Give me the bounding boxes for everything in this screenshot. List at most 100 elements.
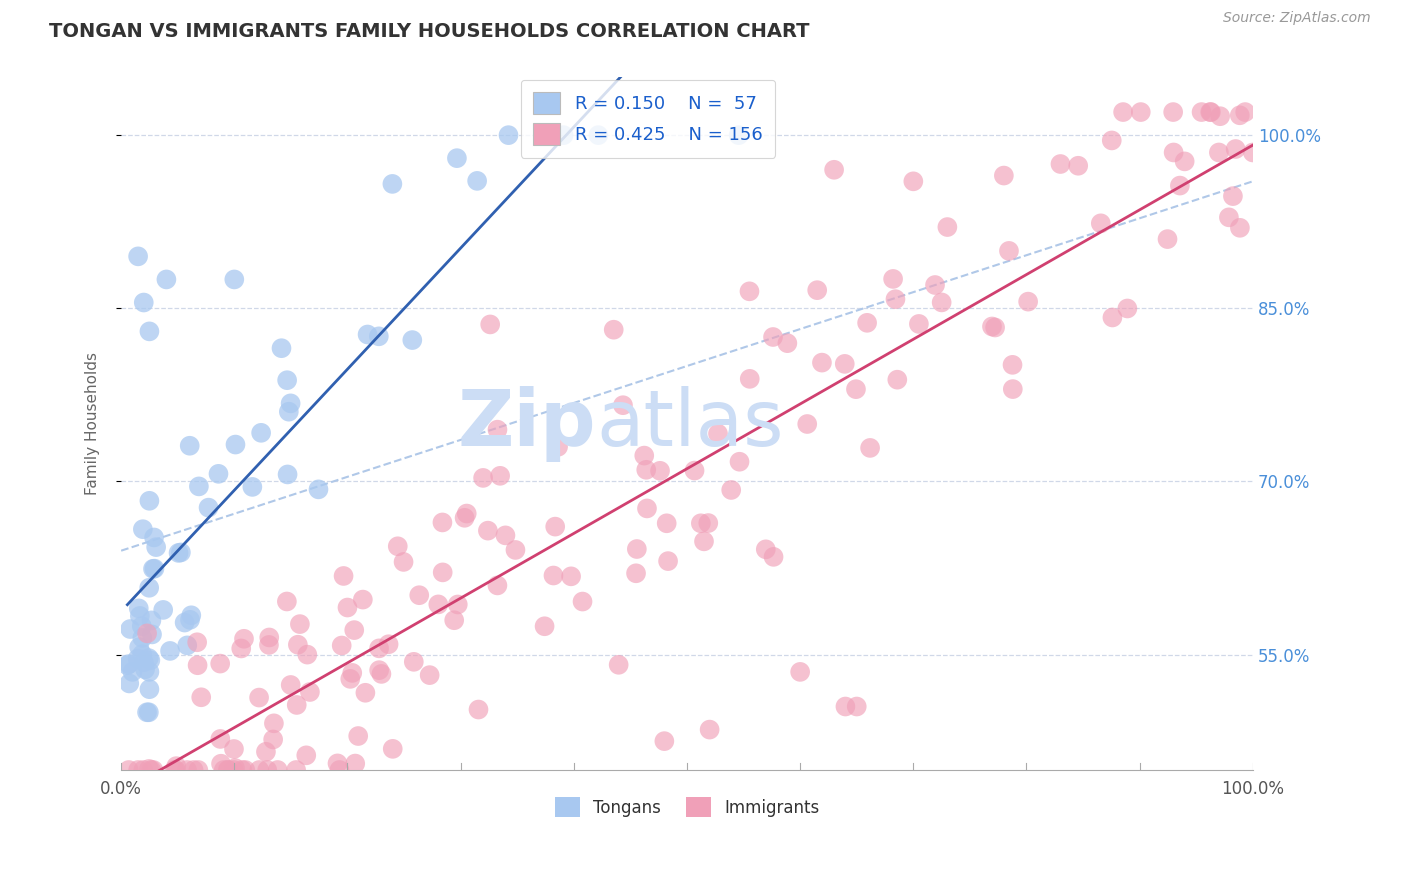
- Point: [728, 455, 751, 469]
- Point: [636, 463, 658, 477]
- Point: [1174, 154, 1197, 169]
- Point: [834, 699, 856, 714]
- Point: [263, 716, 285, 731]
- Point: [128, 601, 150, 615]
- Point: [326, 756, 349, 771]
- Point: [132, 763, 155, 777]
- Point: [1208, 145, 1230, 160]
- Point: [138, 665, 160, 679]
- Point: [328, 763, 350, 777]
- Point: [131, 647, 153, 661]
- Point: [720, 483, 742, 497]
- Point: [370, 667, 392, 681]
- Point: [209, 731, 232, 746]
- Point: [197, 500, 219, 515]
- Point: [886, 373, 908, 387]
- Point: [402, 655, 425, 669]
- Point: [1191, 105, 1213, 120]
- Point: [762, 549, 785, 564]
- Point: [657, 554, 679, 568]
- Point: [139, 653, 162, 667]
- Point: [176, 639, 198, 653]
- Point: [176, 763, 198, 777]
- Point: [1090, 216, 1112, 230]
- Point: [170, 545, 193, 559]
- Point: [626, 541, 648, 556]
- Point: [224, 272, 246, 286]
- Point: [453, 510, 475, 524]
- Point: [167, 546, 190, 560]
- Point: [138, 762, 160, 776]
- Point: [187, 479, 209, 493]
- Point: [1218, 211, 1240, 225]
- Point: [856, 316, 879, 330]
- Point: [276, 594, 298, 608]
- Point: [179, 613, 201, 627]
- Point: [543, 568, 565, 582]
- Point: [132, 655, 155, 669]
- Point: [655, 516, 678, 531]
- Point: [254, 745, 277, 759]
- Point: [789, 665, 811, 679]
- Point: [602, 323, 624, 337]
- Point: [138, 324, 160, 338]
- Point: [931, 295, 953, 310]
- Point: [209, 657, 232, 671]
- Point: [1067, 159, 1090, 173]
- Point: [845, 382, 868, 396]
- Point: [1101, 133, 1123, 147]
- Point: [347, 729, 370, 743]
- Point: [127, 763, 149, 777]
- Point: [1168, 178, 1191, 193]
- Point: [1156, 232, 1178, 246]
- Point: [633, 449, 655, 463]
- Text: atlas: atlas: [596, 385, 785, 462]
- Point: [1222, 189, 1244, 203]
- Point: [408, 588, 430, 602]
- Point: [571, 594, 593, 608]
- Point: [381, 742, 404, 756]
- Point: [141, 763, 163, 777]
- Point: [128, 640, 150, 655]
- Point: [339, 672, 361, 686]
- Point: [138, 651, 160, 665]
- Point: [128, 608, 150, 623]
- Point: [588, 128, 610, 143]
- Point: [505, 543, 527, 558]
- Point: [138, 493, 160, 508]
- Point: [984, 320, 1007, 334]
- Point: [981, 319, 1004, 334]
- Point: [222, 742, 245, 756]
- Point: [155, 272, 177, 286]
- Point: [256, 763, 278, 777]
- Point: [240, 480, 263, 494]
- Point: [217, 763, 239, 777]
- Point: [118, 763, 141, 777]
- Point: [1234, 105, 1257, 120]
- Point: [173, 615, 195, 630]
- Point: [1101, 310, 1123, 325]
- Point: [159, 644, 181, 658]
- Point: [118, 676, 141, 690]
- Point: [762, 330, 785, 344]
- Point: [908, 317, 931, 331]
- Point: [1116, 301, 1139, 316]
- Text: Zip: Zip: [458, 385, 596, 462]
- Point: [354, 686, 377, 700]
- Point: [142, 763, 165, 777]
- Point: [1241, 145, 1264, 160]
- Point: [231, 641, 253, 656]
- Point: [276, 373, 298, 387]
- Point: [447, 598, 470, 612]
- Point: [141, 613, 163, 627]
- Point: [163, 763, 186, 777]
- Point: [165, 759, 187, 773]
- Point: [298, 685, 321, 699]
- Point: [1209, 109, 1232, 123]
- Point: [132, 295, 155, 310]
- Point: [280, 678, 302, 692]
- Point: [553, 128, 575, 143]
- Point: [689, 516, 711, 531]
- Point: [368, 641, 391, 656]
- Point: [308, 483, 330, 497]
